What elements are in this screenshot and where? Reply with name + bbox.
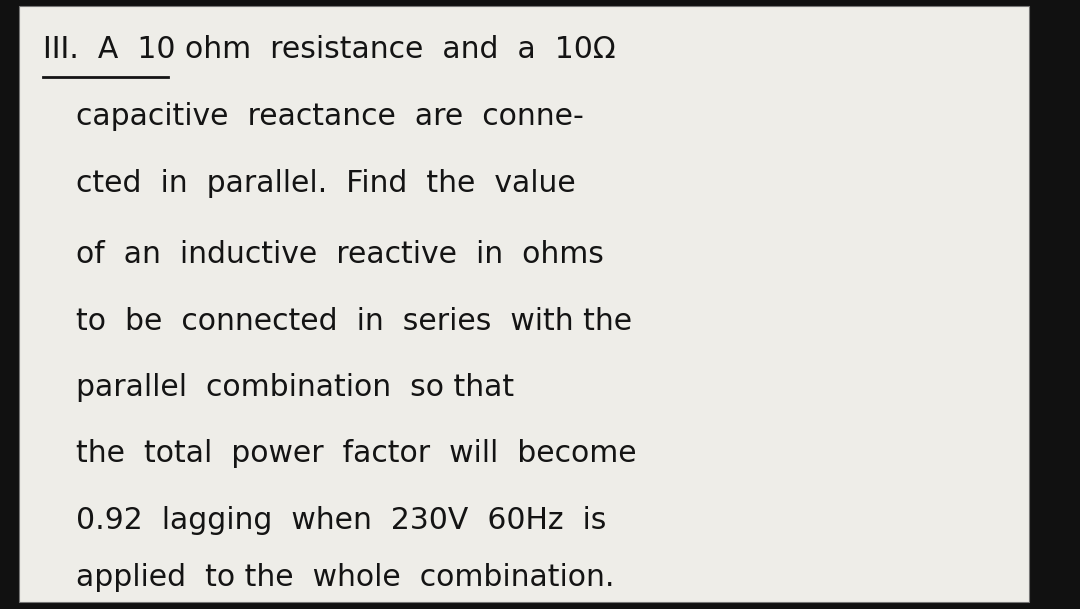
Text: applied  to the  whole  combination.: applied to the whole combination. [76, 563, 615, 592]
Text: to  be  connected  in  series  with the: to be connected in series with the [76, 307, 632, 336]
FancyBboxPatch shape [19, 6, 1029, 602]
Text: the  total  power  factor  will  become: the total power factor will become [76, 438, 636, 468]
Text: capacitive  reactance  are  conne-: capacitive reactance are conne- [76, 102, 583, 131]
Text: III.  A  10 ohm  resistance  and  a  10Ω: III. A 10 ohm resistance and a 10Ω [43, 35, 616, 64]
Text: parallel  combination  so that: parallel combination so that [76, 373, 514, 402]
Text: of  an  inductive  reactive  in  ohms: of an inductive reactive in ohms [76, 240, 604, 269]
Text: cted  in  parallel.  Find  the  value: cted in parallel. Find the value [76, 169, 576, 198]
Text: 0.92  lagging  when  230V  60Hz  is: 0.92 lagging when 230V 60Hz is [76, 505, 606, 535]
